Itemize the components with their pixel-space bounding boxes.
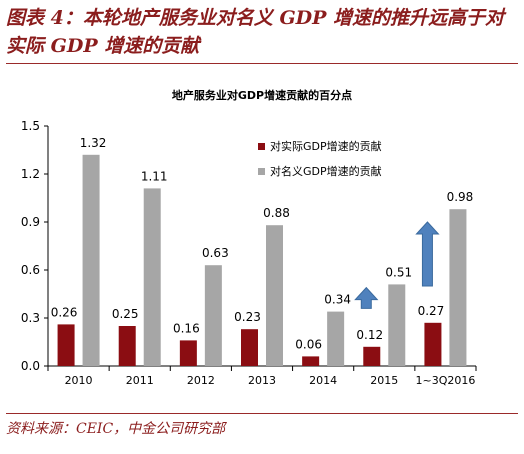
chart-annotations (354, 221, 440, 309)
data-label: 0.88 (263, 206, 290, 220)
x-tick-label: 2012 (187, 374, 215, 387)
bar (388, 284, 406, 366)
x-tick-label: 2013 (248, 374, 276, 387)
y-tick-label: 0.3 (21, 311, 40, 325)
bar (143, 188, 161, 366)
bar (241, 329, 258, 366)
y-tick-label: 0.6 (21, 263, 40, 277)
bar (302, 356, 320, 366)
data-label: 0.26 (51, 305, 78, 319)
y-tick-label: 0.9 (21, 215, 40, 229)
legend-swatch (258, 168, 265, 175)
legend-label: 对名义GDP增速的贡献 (270, 164, 382, 178)
y-tick-label: 0.0 (21, 359, 40, 373)
bar (327, 311, 345, 366)
x-tick-label: 1~3Q2016 (415, 374, 475, 387)
bar (449, 209, 467, 366)
bar (82, 154, 100, 366)
footer-divider (6, 413, 518, 414)
x-tick-label: 2015 (370, 374, 398, 387)
data-label: 0.98 (447, 190, 474, 204)
bar (424, 322, 442, 366)
bar (179, 340, 197, 366)
data-label: 0.51 (385, 265, 412, 279)
data-label: 0.34 (324, 293, 351, 307)
chart-title: 地产服务业对GDP增速贡献的百分点 (172, 88, 352, 102)
data-label: 0.63 (202, 246, 229, 260)
bar (363, 346, 381, 366)
source-note: 资料来源：CEIC，中金公司研究部 (6, 421, 226, 437)
x-tick-label: 2010 (65, 374, 93, 387)
data-label: 0.12 (356, 328, 383, 342)
data-label: 0.27 (418, 304, 445, 318)
data-label: 0.16 (173, 321, 200, 335)
chart-data-labels: 0.26 1.32 0.25 1.11 0.16 0.63 0.23 0.88 0.06 0.34… (51, 136, 474, 352)
data-label: 0.06 (295, 337, 322, 351)
x-tick-label: 2014 (309, 374, 337, 387)
data-label: 0.23 (234, 310, 261, 324)
y-tick-label: 1.5 (21, 119, 40, 133)
up-arrow-icon (354, 286, 379, 309)
bar (204, 265, 222, 366)
bar (118, 326, 136, 366)
figure-title: 图表 4：本轮地产服务业对名义 GDP 增速的推升远高于对实际 GDP 增速的贡… (6, 7, 505, 57)
up-arrow-icon (415, 221, 440, 287)
data-label: 1.32 (80, 136, 107, 150)
title-divider (6, 63, 518, 64)
legend-swatch (258, 143, 265, 150)
chart-bars (57, 154, 467, 366)
data-label: 0.25 (112, 307, 139, 321)
x-tick-label: 2011 (126, 374, 154, 387)
bar (266, 225, 283, 366)
y-tick-label: 1.2 (21, 167, 40, 181)
bar (57, 324, 75, 366)
data-label: 1.11 (141, 169, 168, 183)
legend-label: 对实际GDP增速的贡献 (270, 139, 382, 153)
